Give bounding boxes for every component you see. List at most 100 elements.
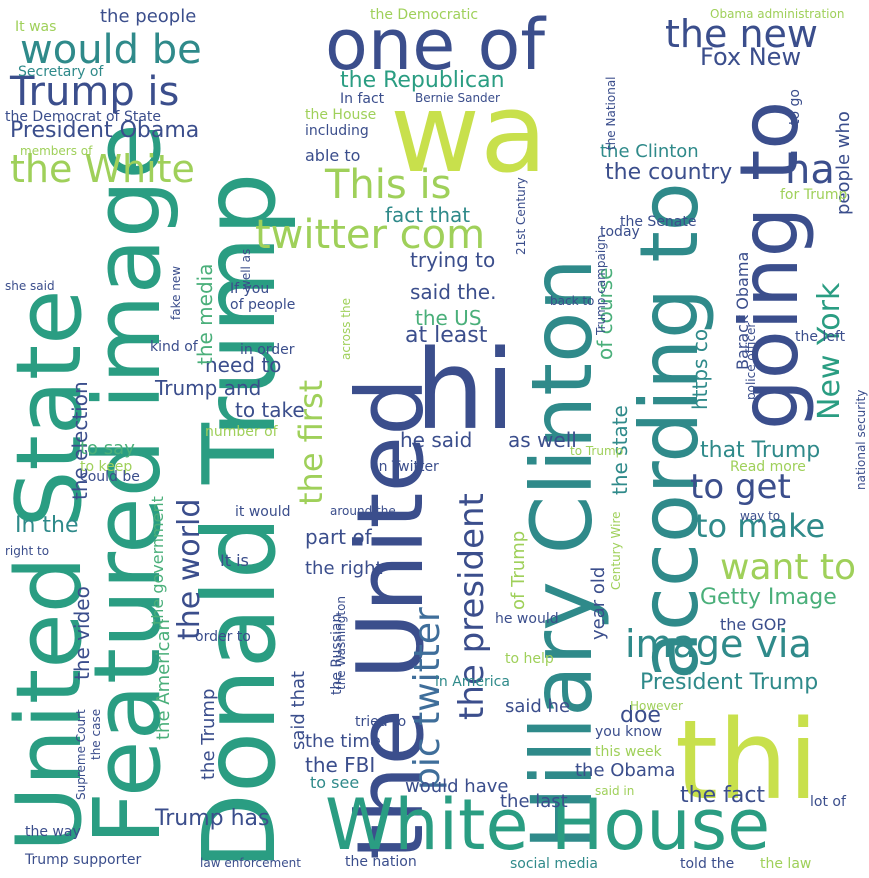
cloud-word: social media <box>510 856 598 872</box>
cloud-word: members of <box>20 144 93 158</box>
cloud-word: If you <box>230 281 270 297</box>
cloud-word: the Democrat of State <box>5 109 161 125</box>
cloud-word: would be <box>20 27 202 73</box>
cloud-word: Secretary of <box>18 64 104 80</box>
cloud-word: the FBI <box>305 753 376 777</box>
cloud-word: Century Wire <box>609 511 623 590</box>
cloud-word: to help <box>505 651 554 667</box>
cloud-word: one of <box>325 4 545 86</box>
cloud-word: fake new <box>169 265 183 320</box>
cloud-word: Read more <box>730 459 806 475</box>
cloud-word: around the <box>330 504 396 518</box>
cloud-word: police officer <box>744 322 758 400</box>
cloud-word: the White <box>10 147 195 191</box>
cloud-word: national security <box>854 389 868 490</box>
cloud-word: the media <box>193 263 217 365</box>
cloud-word: of people <box>230 297 296 313</box>
cloud-word: the Clinton <box>600 141 699 162</box>
cloud-word: for Trump <box>780 187 848 203</box>
cloud-word: told the <box>680 856 735 872</box>
cloud-word: it would <box>235 504 291 520</box>
cloud-word: back to <box>550 294 595 308</box>
cloud-word: to make <box>695 507 826 545</box>
cloud-word: want to <box>720 547 857 588</box>
cloud-word: Obama administration <box>710 7 845 21</box>
cloud-word: Trump supporter <box>25 852 142 868</box>
cloud-word: President Obama <box>10 118 200 143</box>
cloud-word: However <box>630 699 683 713</box>
cloud-word: hi <box>415 326 516 454</box>
cloud-word: to get <box>690 467 791 507</box>
cloud-word: as well <box>508 428 577 452</box>
cloud-word: at least <box>405 323 488 348</box>
cloud-word: kind of <box>150 339 198 355</box>
cloud-word: the Russian <box>329 613 345 695</box>
cloud-word: to go <box>787 89 803 125</box>
cloud-word: on Twitter <box>370 459 439 475</box>
cloud-word: the video <box>70 586 94 680</box>
cloud-word: of Trump <box>508 530 529 610</box>
cloud-word: Bernie Sander <box>415 91 500 105</box>
cloud-word: could be <box>80 469 140 485</box>
cloud-word: pic twitter <box>407 607 448 790</box>
cloud-word: you know <box>595 724 663 740</box>
cloud-word: the government <box>148 496 167 625</box>
cloud-word: the case <box>89 708 103 760</box>
cloud-word: right to <box>5 544 50 558</box>
cloud-word: Trump and <box>155 376 262 400</box>
cloud-word: able to <box>305 146 361 165</box>
cloud-word: image via <box>625 622 812 666</box>
cloud-word: Trump is <box>10 69 180 115</box>
cloud-word: wa <box>390 69 548 197</box>
cloud-word: Trump campaign <box>594 234 608 335</box>
cloud-word: the right <box>305 558 383 579</box>
cloud-word: year old <box>588 566 609 640</box>
cloud-word: number of <box>205 424 278 440</box>
cloud-word: he said <box>400 428 473 452</box>
cloud-word: the left <box>795 329 846 345</box>
cloud-word: in order <box>240 342 295 358</box>
cloud-word: thi <box>675 696 819 824</box>
cloud-word: said that <box>288 670 309 750</box>
cloud-word: Supreme Court <box>74 709 88 800</box>
cloud-word: to keep <box>80 459 133 475</box>
cloud-word: New York <box>812 282 847 420</box>
cloud-word: the National <box>604 76 618 150</box>
cloud-word: to see <box>310 773 360 792</box>
cloud-word: lot of <box>810 794 846 810</box>
cloud-word: Trump has <box>155 806 270 831</box>
cloud-word: need to <box>205 353 282 377</box>
cloud-word: ha <box>785 147 835 193</box>
cloud-word: In fact <box>340 91 385 107</box>
cloud-word: according to <box>623 182 716 680</box>
cloud-word: the people <box>100 6 197 27</box>
cloud-word: tried to <box>355 714 407 730</box>
cloud-word: said in <box>595 784 635 798</box>
cloud-word: the new <box>665 12 818 56</box>
cloud-word: this week <box>595 744 662 760</box>
cloud-word: trying to <box>410 248 496 272</box>
cloud-word: It was <box>15 19 57 35</box>
cloud-word: the Democratic <box>370 7 479 23</box>
cloud-word: the House <box>305 107 377 123</box>
cloud-word: across the <box>339 298 353 360</box>
cloud-word: It is <box>220 551 249 570</box>
cloud-word: said the. <box>410 280 497 304</box>
cloud-word: Fox New <box>700 43 802 71</box>
cloud-word: the Senate <box>620 214 697 230</box>
cloud-word: in America <box>435 674 510 690</box>
cloud-word: to Trump <box>570 444 624 458</box>
cloud-word: This is <box>325 162 452 208</box>
cloud-word: the Republican <box>340 68 505 93</box>
cloud-word: Getty Image <box>700 585 837 610</box>
cloud-word: the US <box>415 306 482 330</box>
cloud-word: White House <box>325 784 771 866</box>
cloud-word: law enforcement <box>200 856 301 870</box>
cloud-word: the way <box>25 824 81 840</box>
cloud-word: doe <box>620 703 661 728</box>
cloud-word: order to <box>195 629 251 645</box>
cloud-word: to say <box>80 438 135 459</box>
cloud-word: the nation <box>345 854 417 870</box>
cloud-word: the Obama <box>575 760 676 781</box>
